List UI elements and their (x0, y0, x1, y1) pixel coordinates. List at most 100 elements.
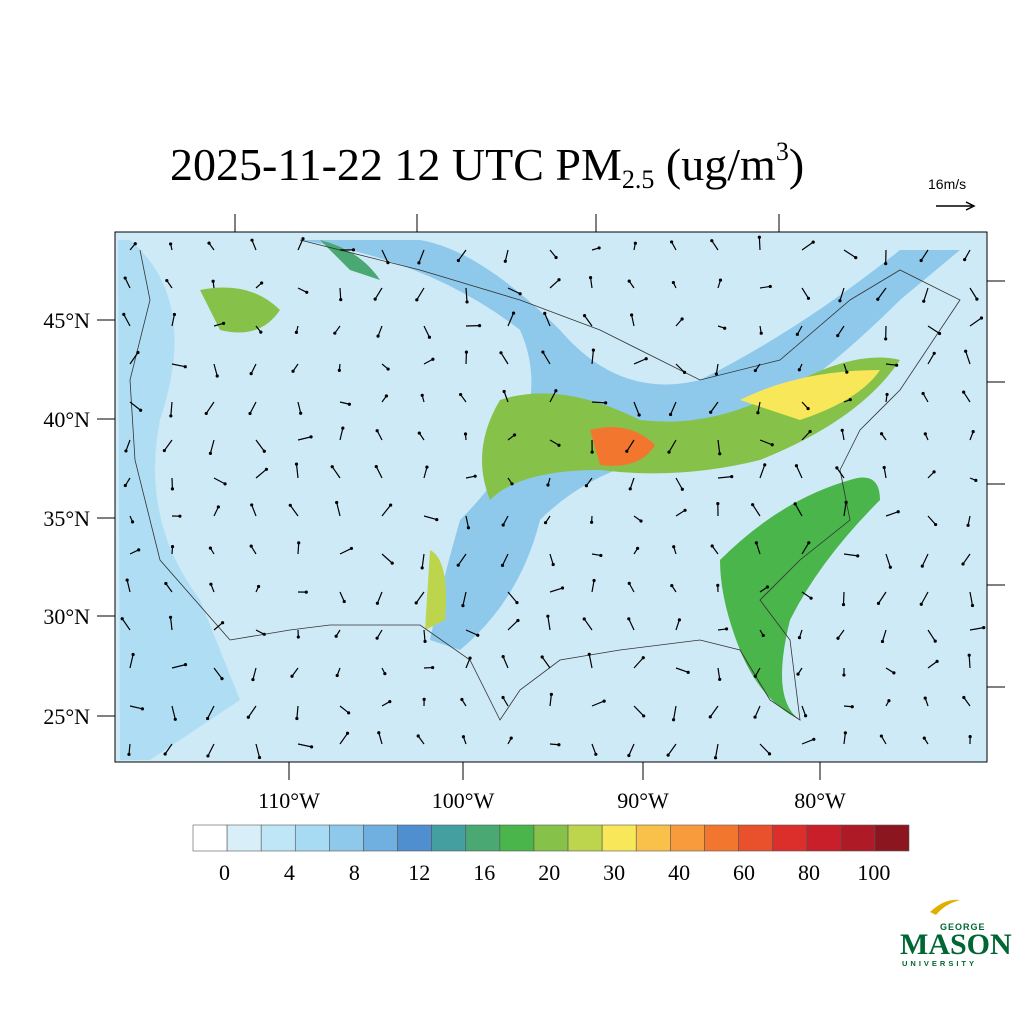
wind-arrow (129, 352, 139, 365)
wind-arrow-head (677, 618, 681, 622)
wind-arrow-head (205, 716, 210, 721)
pm-field (425, 550, 446, 630)
wind-arrow (465, 515, 470, 528)
wind-arrow (883, 467, 887, 479)
wind-arrow (129, 705, 143, 710)
wind-arrow-head (896, 510, 900, 514)
wind-arrow (921, 553, 929, 567)
wind-arrow (670, 401, 677, 415)
wind-arrow-head (220, 621, 225, 625)
colorbar-box (465, 824, 501, 852)
wind-arrow-head (183, 663, 188, 667)
wind-arrow-head (466, 526, 471, 530)
wind-arrow-head (335, 673, 339, 678)
wind-arrow (757, 401, 761, 413)
wind-arrow-head (836, 636, 840, 640)
wind-arrow (124, 277, 131, 289)
wind-arrow (839, 287, 845, 301)
wind-arrow-head (262, 449, 266, 453)
wind-arrow (381, 249, 389, 263)
wind-arrow-head (375, 601, 380, 605)
wind-arrow-head (554, 255, 558, 260)
wind-arrow (633, 358, 647, 365)
wind-arrow (717, 476, 732, 479)
wind-arrow (633, 401, 640, 416)
wind-arrow-head (301, 237, 305, 241)
wind-arrow-head (644, 357, 648, 361)
wind-arrow-head (540, 655, 544, 659)
wind-arrow-head (979, 316, 984, 320)
wind-arrow (164, 743, 173, 755)
wind-arrow-head (718, 278, 723, 282)
vector-reference-label: 16m/s (928, 176, 966, 192)
wind-arrow-head (793, 502, 797, 506)
wind-arrow (336, 502, 341, 517)
wind-arrow (711, 240, 719, 251)
wind-arrow-head (716, 502, 720, 506)
map: 45°N 40°N 35°N 30°N 25°N 110°W 100°W 90°W 80°W (43, 214, 1005, 813)
wind-arrow-head (209, 582, 213, 586)
wind-arrow-head (768, 284, 772, 289)
wind-arrow-head (588, 276, 593, 280)
wind-arrow-head (850, 705, 854, 709)
wind-arrow (255, 743, 261, 758)
wind-arrow (759, 743, 770, 755)
wind-arrow (247, 705, 257, 718)
wind-arrow (502, 515, 509, 526)
wind-arrow (758, 237, 761, 251)
wind-arrow-head (627, 617, 631, 621)
wind-arrow-head (767, 752, 772, 756)
wind-arrow-head (246, 715, 250, 719)
wind-arrow (920, 591, 929, 605)
wind-arrow (251, 504, 257, 517)
wind-arrow (801, 705, 807, 716)
wind-arrow-head (309, 745, 314, 749)
wind-arrow-head (546, 614, 550, 618)
wind-arrow-head (730, 475, 734, 479)
wind-arrow-head (751, 503, 755, 507)
wind-arrow-head (838, 299, 842, 303)
wind-arrow (549, 439, 560, 446)
wind-arrow-head (680, 487, 684, 491)
wind-arrow-head (671, 718, 676, 722)
colorbar-box (226, 824, 262, 852)
logo-name: MASON (900, 928, 1012, 961)
wind-arrow-head (259, 330, 263, 334)
wind-arrow (754, 705, 761, 718)
wind-arrow (675, 667, 689, 673)
wind-arrow-head (376, 334, 380, 338)
wind-arrow (207, 705, 215, 719)
wind-arrow-head (384, 394, 388, 398)
map-ticks (97, 214, 1005, 780)
wind-arrow-head (389, 503, 393, 507)
wind-arrow-head (294, 330, 299, 334)
wind-arrow-head (971, 430, 975, 434)
wind-arrow-head (546, 483, 550, 487)
wind-arrow (255, 468, 267, 479)
wind-arrow-head (671, 280, 675, 285)
wind-arrow (501, 553, 509, 566)
wind-arrow (927, 325, 940, 335)
wind-arrow (126, 579, 131, 593)
wind-arrow (547, 616, 551, 631)
wind-arrow-head (422, 697, 426, 701)
wind-arrow (213, 506, 219, 517)
wind-arrow-head (543, 521, 548, 525)
wind-arrow (209, 439, 215, 454)
wind-arrow (377, 325, 383, 337)
wind-arrow-head (882, 465, 886, 470)
wind-arrow-head (604, 401, 608, 405)
wind-arrow (794, 503, 803, 517)
wind-arrow-head (756, 411, 760, 415)
wind-arrow (457, 249, 467, 261)
wind-arrow-head (922, 736, 926, 740)
wind-arrow (339, 427, 344, 441)
wind-arrow (836, 467, 845, 479)
wind-arrow (843, 553, 858, 557)
wind-arrow-head (386, 261, 390, 265)
wind-arrow-head (510, 482, 514, 486)
wind-arrow (171, 314, 176, 327)
wind-arrow-head (710, 239, 714, 243)
wind-arrow-head (667, 450, 671, 454)
